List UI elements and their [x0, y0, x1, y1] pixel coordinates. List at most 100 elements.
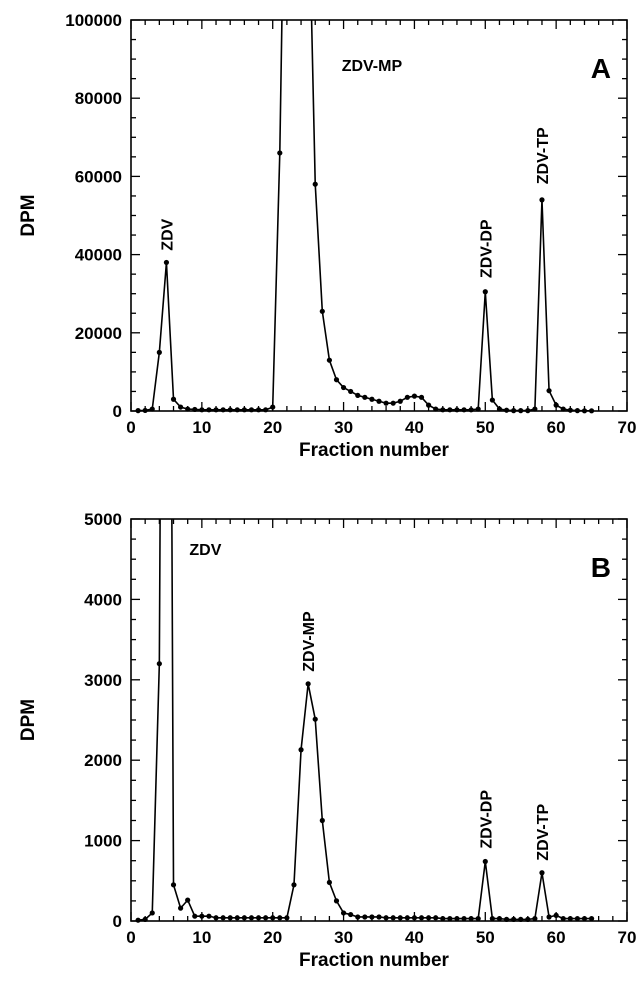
- panel-b-y-axis-title: DPM: [18, 699, 39, 741]
- panel-b-data-point: [475, 915, 481, 922]
- panel-a-data-point: [553, 402, 559, 408]
- panel-a-data-point: [560, 406, 566, 412]
- panel-b-data-point: [440, 915, 446, 922]
- panel-a-data-point: [418, 394, 425, 400]
- panel-a-data-point: [482, 289, 488, 295]
- panel-a-x-tick-label: 60: [547, 418, 566, 437]
- panel-b-data-point: [567, 915, 573, 922]
- panel-a-data-point: [178, 404, 184, 410]
- panel-a-data-point: [340, 384, 347, 391]
- panel-b-data-point: [277, 915, 283, 921]
- panel-b-x-axis-title: Fraction number: [299, 950, 450, 971]
- panel-b-y-tick-label: 2000: [84, 751, 122, 770]
- panel-b-peak-label: ZDV-MP: [301, 611, 318, 672]
- panel-a-data-point: [220, 407, 226, 413]
- panel-b-data-point: [192, 913, 198, 919]
- panel-b-data-point: [461, 915, 467, 922]
- panel-a-data-point: [142, 407, 148, 414]
- panel-a-y-tick-label: 80000: [75, 89, 122, 108]
- panel-b-data-point: [263, 915, 269, 921]
- panel-a: 0 10 20 30 40 50 60 70 0 20000 40000 60000 80000 1000…: [18, 11, 637, 461]
- panel-a-data-point: [135, 408, 141, 414]
- panel-a-data-point: [185, 406, 191, 412]
- panel-a-data-point: [277, 150, 283, 156]
- panel-b-plot-frame: [130, 518, 628, 922]
- panel-b-y-tick-label: 5000: [84, 510, 122, 529]
- panel-b-y-tick-label: 0: [113, 912, 122, 931]
- panel-a-data-point: [475, 406, 481, 412]
- panel-a-data-point: [511, 408, 517, 414]
- panel-b-data-point: [553, 912, 559, 918]
- panel-b-data-point: [149, 910, 155, 916]
- panel-b-data-point: [454, 915, 460, 922]
- panel-a-data-point: [574, 408, 581, 414]
- panel-a-data-point: [355, 392, 361, 398]
- panel-b-x-tick-label: 40: [405, 928, 424, 947]
- panel-b-data-point: [213, 915, 219, 921]
- panel-b-peak-label: ZDV: [189, 542, 221, 559]
- panel-b-data-point: [312, 716, 318, 722]
- panel-b-data-point: [574, 915, 581, 922]
- panel-b-data-point: [489, 915, 495, 922]
- panel-b-data-point: [447, 915, 453, 922]
- panel-a-y-tick-label: 40000: [75, 246, 122, 265]
- panel-a-data-point: [263, 407, 269, 413]
- panel-b-y-tick-label: 3000: [84, 671, 122, 690]
- panel-b-data-point: [397, 915, 403, 921]
- panel-a-data-point: [496, 406, 503, 412]
- panel-b-data-point: [298, 747, 304, 753]
- panel-a-data-point: [319, 308, 325, 314]
- panel-b-data-point: [333, 898, 340, 904]
- panel-a-data-point: [468, 407, 474, 413]
- panel-b-data-point: [362, 914, 368, 920]
- panel-a-data-point: [213, 407, 219, 413]
- panel-a-data-point: [326, 357, 332, 363]
- panel-a-data-point: [461, 407, 467, 413]
- panel-b-data-point: [511, 916, 517, 922]
- panel-a-data-point: [404, 394, 410, 400]
- panel-b-data-point: [418, 915, 425, 921]
- panel-a-data-point: [348, 388, 354, 395]
- panel-a-data-point: [532, 406, 538, 412]
- panel-a-data-point: [489, 397, 495, 403]
- panel-a-data-point: [397, 398, 403, 404]
- panel-b-data-point: [142, 916, 148, 922]
- panel-b-data-point: [270, 915, 276, 921]
- panel-a-data-point: [156, 349, 162, 355]
- panel-b-data-point: [241, 915, 247, 921]
- panel-a-y-tick-label: 100000: [65, 11, 122, 30]
- panel-a-y-tick-label: 20000: [75, 324, 122, 343]
- panel-a-x-axis-title: Fraction number: [299, 440, 450, 461]
- panel-b-data-point: [588, 915, 595, 922]
- panel-b-x-tick-label: 50: [476, 928, 495, 947]
- panel-a-data-point: [411, 393, 418, 399]
- panel-b-peak-label: ZDV-TP: [535, 803, 552, 860]
- panel-a-y-tick-label: 60000: [75, 167, 122, 186]
- panel-a-data-point: [270, 404, 276, 410]
- panel-b-y-tick-label: 1000: [84, 832, 122, 851]
- panel-b-data-point: [220, 915, 226, 921]
- panel-b-x-tick-label: 60: [547, 928, 566, 947]
- panel-a-data-point: [333, 377, 340, 383]
- panel-a-data-point: [525, 408, 531, 414]
- panel-b-data-point: [532, 915, 538, 922]
- panel-b-x-tick-label: 30: [334, 928, 353, 947]
- panel-a-data-point: [312, 181, 318, 187]
- panel-b-data-point: [503, 916, 510, 922]
- panel-a-x-tick-label: 20: [263, 418, 282, 437]
- panel-b-data-point: [581, 915, 588, 922]
- panel-b-data-point: [206, 913, 212, 919]
- panel-a-x-tick-label: 10: [192, 418, 211, 437]
- panel-b-x-tick-label: 10: [192, 928, 211, 947]
- panel-a-data-point: [546, 388, 552, 394]
- panel-a-data-point: [149, 406, 155, 412]
- panel-a-data-point: [192, 406, 198, 413]
- panel-b-data-point: [518, 916, 524, 922]
- panel-b-data-point: [496, 915, 503, 922]
- panel-b-data-point: [433, 915, 439, 921]
- panel-a-x-tick-label: 0: [126, 418, 135, 437]
- panel-a-data-point: [454, 407, 460, 413]
- panel-b-data-point: [156, 661, 162, 667]
- panel-a-x-tick-label: 70: [618, 418, 637, 437]
